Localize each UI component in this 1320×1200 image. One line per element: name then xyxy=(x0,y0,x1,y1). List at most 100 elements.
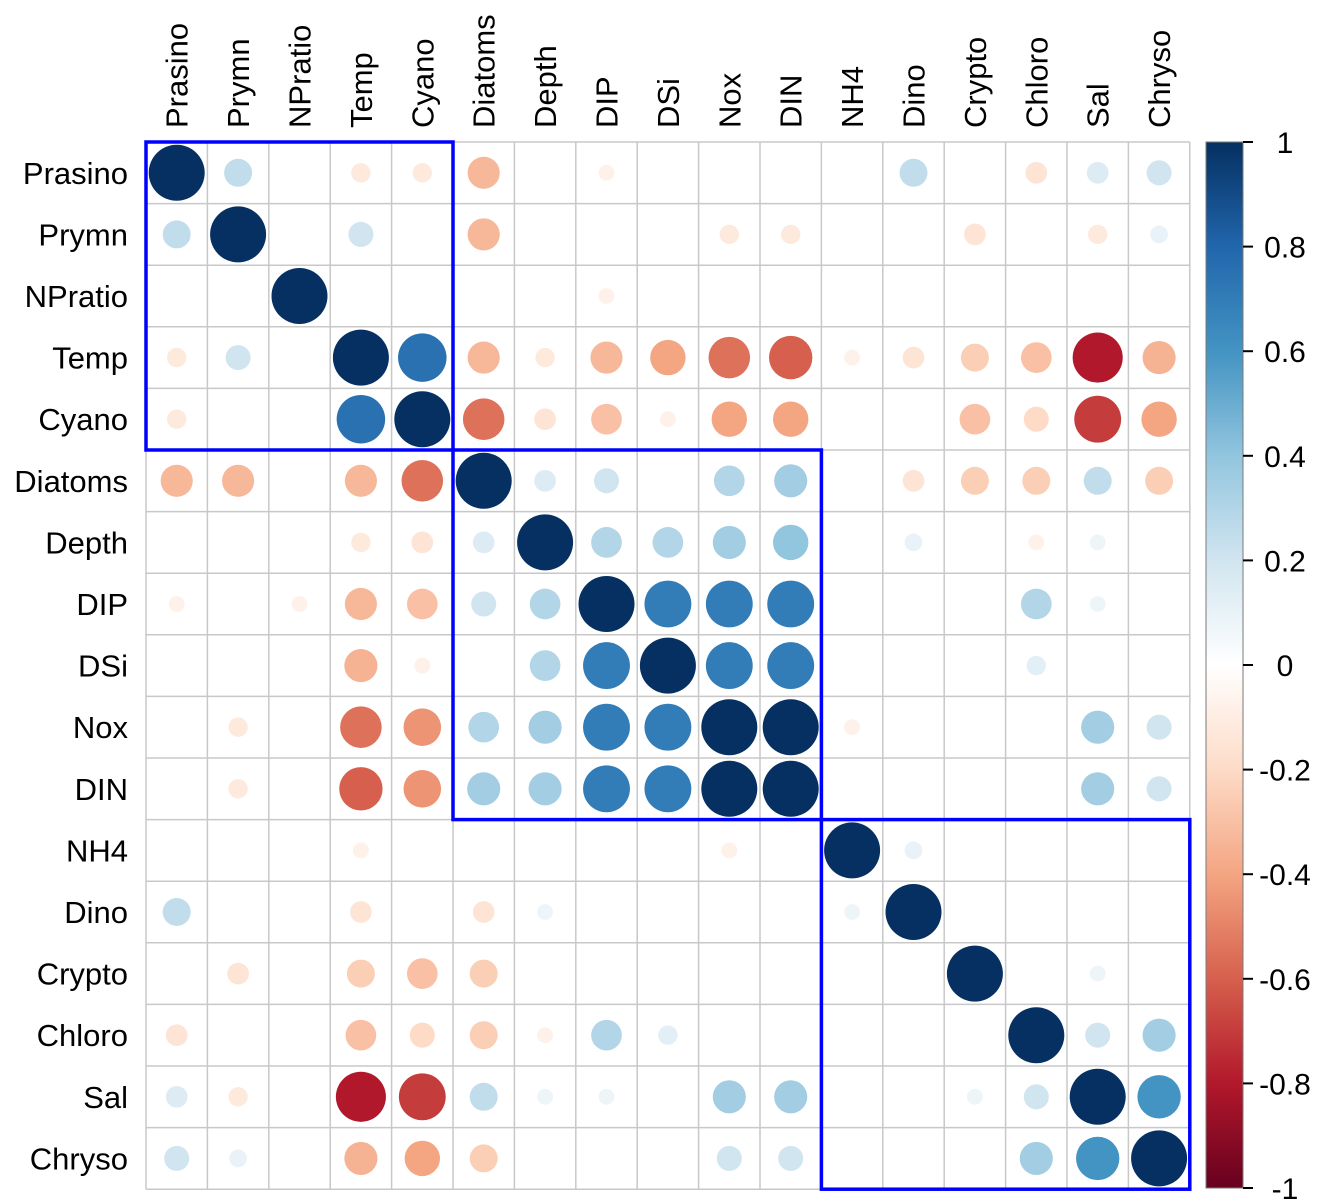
corr-circle-sal-prymn: Sal / Prymn: -0.12 xyxy=(228,1087,248,1107)
corr-circle-crypto-crypto: Crypto / Crypto: 1 xyxy=(946,945,1003,1002)
column-label-chryso: Chryso xyxy=(1142,30,1177,128)
row-label-dip: DIP xyxy=(76,587,128,622)
row-label-chryso: Chryso xyxy=(30,1141,128,1176)
corr-circle-diatoms-dino: Diatoms / Dino: -0.15 xyxy=(902,469,925,492)
row-label-dino: Dino xyxy=(64,895,128,930)
corr-circle-depth-chloro: Depth / Chloro: -0.08 xyxy=(1028,534,1045,551)
corr-circle-nox-nh4: Nox / NH4: -0.08 xyxy=(844,719,861,736)
corr-circle-din-temp: DIN / Temp: -0.6 xyxy=(339,767,383,811)
corr-circle-chryso-chloro: Chryso / Chloro: 0.35 xyxy=(1019,1141,1053,1175)
corr-circle-chryso-nox: Chryso / Nox: 0.2 xyxy=(716,1145,742,1171)
corr-circle-prymn-prasino: Prymn / Prasino: 0.25 xyxy=(162,220,191,249)
corr-circle-chryso-sal: Chryso / Sal: 0.6 xyxy=(1076,1136,1120,1181)
corr-circle-chryso-diatoms: Chryso / Diatoms: -0.25 xyxy=(469,1144,498,1173)
corr-circle-temp-prymn: Temp / Prymn: 0.2 xyxy=(225,345,251,371)
column-label-depth: Depth xyxy=(528,45,563,128)
corr-circle-nox-diatoms: Nox / Diatoms: 0.3 xyxy=(468,711,500,743)
corr-circle-chloro-depth: Chloro / Depth: -0.08 xyxy=(537,1027,554,1044)
corr-circle-diatoms-prymn: Diatoms / Prymn: -0.33 xyxy=(222,464,255,497)
corr-circle-prymn-prymn: Prymn / Prymn: 1 xyxy=(210,206,267,263)
column-labels: Prasino Prymn NPratio Temp Cyano Diatoms Depth… xyxy=(160,14,1177,128)
corr-circle-nox-depth: Nox / Depth: 0.35 xyxy=(528,710,562,744)
corr-circle-cyano-sal: Cyano / Sal: -0.7 xyxy=(1074,395,1122,443)
corr-circle-dip-diatoms: DIP / Diatoms: 0.2 xyxy=(471,591,497,617)
corr-circle-dip-dip: DIP / DIP: 1 xyxy=(578,576,635,632)
corr-circle-depth-cyano: Depth / Cyano: -0.15 xyxy=(411,531,434,554)
column-label-dip: DIP xyxy=(590,76,625,128)
colorbar-tick-label: 0.2 xyxy=(1264,545,1306,578)
corr-circle-chloro-dip: Chloro / DIP: 0.3 xyxy=(591,1019,622,1051)
corr-circle-diatoms-temp: Diatoms / Temp: -0.33 xyxy=(344,464,377,497)
corr-circle-cyano-nox: Cyano / Nox: -0.4 xyxy=(711,401,748,437)
cluster-box-1 xyxy=(144,140,455,452)
corr-circle-diatoms-dip: Diatoms / DIP: 0.2 xyxy=(593,468,620,494)
corr-circle-cyano-din: Cyano / DIN: -0.4 xyxy=(772,401,809,437)
corr-circle-nox-prymn: Nox / Prymn: -0.12 xyxy=(228,717,248,737)
row-label-nh4: NH4 xyxy=(66,833,128,868)
corr-circle-temp-prasino: Temp / Prasino: -0.12 xyxy=(167,347,187,368)
corr-circle-chryso-prasino: Chryso / Prasino: 0.2 xyxy=(164,1145,190,1171)
column-label-diatoms: Diatoms xyxy=(467,14,502,128)
cluster-box-3 xyxy=(819,817,1192,1191)
row-labels: Prasino Prymn NPratio Temp Cyano Diatoms Depth… xyxy=(14,156,128,1177)
corr-circle-din-depth: DIN / Depth: 0.35 xyxy=(528,772,562,806)
row-label-chloro: Chloro xyxy=(37,1018,128,1053)
corr-circle-dsi-chloro: DSi / Chloro: 0.12 xyxy=(1026,655,1047,676)
colorbar-tick-label: 0.4 xyxy=(1264,441,1306,474)
colorbar-tick-label: -1 xyxy=(1272,1173,1299,1200)
colorbar-tick-label: 0 xyxy=(1277,650,1294,683)
corr-circle-crypto-cyano: Crypto / Cyano: -0.3 xyxy=(406,958,438,989)
colorbar xyxy=(1205,141,1244,1189)
corr-circle-crypto-diatoms: Crypto / Diatoms: -0.25 xyxy=(469,959,498,988)
row-label-depth: Depth xyxy=(45,525,128,560)
corr-circle-dino-prasino: Dino / Prasino: 0.25 xyxy=(162,898,191,926)
corr-circle-cyano-diatoms: Cyano / Diatoms: -0.55 xyxy=(462,398,505,440)
corr-circle-chloro-diatoms: Chloro / Diatoms: -0.25 xyxy=(469,1021,498,1050)
corr-circle-prasino-diatoms: Prasino / Diatoms: -0.33 xyxy=(467,156,500,189)
column-label-npratio: NPratio xyxy=(283,25,318,128)
corr-circle-diatoms-din: Diatoms / DIN: 0.35 xyxy=(774,464,808,498)
corr-circle-din-din: DIN / DIN: 1 xyxy=(762,760,819,817)
corr-circle-din-diatoms: DIN / Diatoms: 0.35 xyxy=(467,772,501,806)
corr-circle-prasino-cyano: Prasino / Cyano: -0.12 xyxy=(412,163,432,183)
row-label-prymn: Prymn xyxy=(38,217,128,252)
row-label-cyano: Cyano xyxy=(38,402,128,437)
corr-circle-din-chryso: DIN / Chryso: 0.2 xyxy=(1146,776,1172,802)
corr-circle-temp-sal: Temp / Sal: -0.8 xyxy=(1072,332,1123,383)
corr-circle-cyano-chryso: Cyano / Chryso: -0.4 xyxy=(1141,401,1177,437)
corr-circle-nox-dip: Nox / DIP: 0.7 xyxy=(583,703,630,751)
row-label-dsi: DSi xyxy=(78,649,128,684)
corr-circle-dino-nh4: Dino / NH4: 0.08 xyxy=(844,904,861,920)
column-label-nh4: NH4 xyxy=(835,66,870,128)
corr-circle-depth-dsi: Depth / DSi: 0.3 xyxy=(652,527,684,558)
corr-circle-temp-cyano: Temp / Cyano: 0.75 xyxy=(398,333,447,382)
corr-circle-prasino-prymn: Prasino / Prymn: 0.25 xyxy=(224,158,253,187)
corr-circle-dsi-din: DSi / DIN: 0.7 xyxy=(767,642,815,690)
corr-circle-prymn-sal: Prymn / Sal: -0.12 xyxy=(1088,224,1108,245)
corr-circle-nox-nox: Nox / Nox: 1 xyxy=(701,699,758,756)
corr-circle-cyano-cyano: Cyano / Cyano: 1 xyxy=(394,391,451,448)
corr-circle-temp-temp: Temp / Temp: 1 xyxy=(332,329,389,386)
corr-circle-depth-diatoms: Depth / Diatoms: 0.15 xyxy=(472,531,495,554)
corr-circle-prasino-sal: Prasino / Sal: 0.15 xyxy=(1086,161,1109,184)
corr-circle-chryso-temp: Chryso / Temp: -0.35 xyxy=(344,1141,378,1175)
corr-circle-sal-dip: Sal / DIP: 0.08 xyxy=(598,1088,615,1105)
corr-circle-prasino-dip: Prasino / DIP: -0.08 xyxy=(598,164,615,181)
corr-circle-cyano-prasino: Cyano / Prasino: -0.12 xyxy=(167,409,187,429)
corr-circle-dino-temp: Dino / Temp: -0.15 xyxy=(350,901,372,923)
corr-circle-chloro-cyano: Chloro / Cyano: -0.2 xyxy=(409,1022,435,1048)
row-label-prasino: Prasino xyxy=(23,156,128,191)
cluster-boxes xyxy=(144,140,1192,1191)
corr-circle-sal-chryso: Sal / Chryso: 0.6 xyxy=(1137,1075,1181,1119)
corr-circle-din-cyano: DIN / Cyano: -0.45 xyxy=(403,770,442,808)
corr-circle-dsi-dsi: DSi / DSi: 1 xyxy=(639,637,696,694)
corr-circle-prasino-dino: Prasino / Dino: 0.25 xyxy=(899,158,928,187)
column-label-chloro: Chloro xyxy=(1019,37,1054,128)
corr-circle-temp-nh4: Temp / NH4: -0.08 xyxy=(844,349,861,366)
corr-circle-dip-cyano: DIP / Cyano: -0.3 xyxy=(406,588,438,620)
corr-circle-crypto-prymn: Crypto / Prymn: -0.15 xyxy=(227,962,249,985)
column-label-temp: Temp xyxy=(344,52,379,128)
colorbar-tick-label: -0.6 xyxy=(1259,964,1311,997)
corr-circle-chryso-prymn: Chryso / Prymn: 0.1 xyxy=(229,1149,247,1168)
